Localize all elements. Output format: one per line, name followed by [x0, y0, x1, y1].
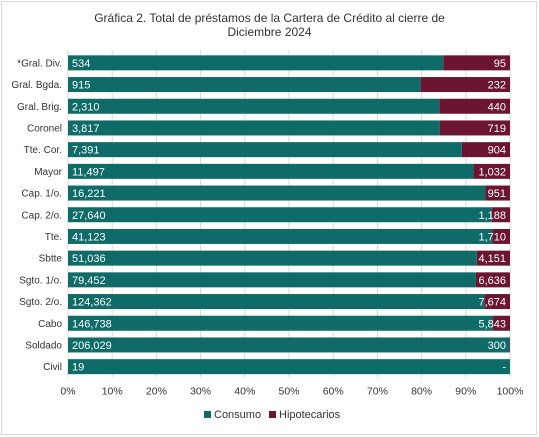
data-label-hipotecarios: 95: [494, 58, 506, 70]
data-label-hipotecarios: 440: [488, 101, 506, 113]
bar-hipotecarios: [492, 228, 510, 244]
data-label-hipotecarios: 1,188: [478, 210, 506, 222]
x-tick-label: 50%: [278, 386, 299, 398]
data-label-consumo: 19: [72, 362, 84, 374]
category-label: Sgto. 1/o.: [19, 275, 62, 286]
category-label: Gral. Bgda.: [11, 80, 62, 91]
bar-hipotecarios: [493, 315, 510, 331]
category-label: Gral. Brig.: [17, 102, 62, 113]
legend-swatch-hipotecarios: [269, 411, 276, 418]
data-label-consumo: 7,391: [72, 145, 100, 157]
data-label-consumo: 124,362: [72, 297, 112, 309]
bar-hipotecarios: [443, 55, 510, 71]
data-label-consumo: 41,123: [72, 231, 106, 243]
data-label-consumo: 206,029: [72, 340, 112, 352]
data-label-consumo: 534: [72, 58, 90, 70]
bar-hipotecarios: [461, 142, 510, 158]
data-label-hipotecarios: 951: [488, 188, 506, 200]
legend-label-hipotecarios: Hipotecarios: [279, 409, 341, 421]
bar-consumo: [68, 55, 444, 71]
data-label-hipotecarios: 719: [488, 123, 506, 135]
category-label: Cabo: [38, 319, 62, 330]
x-tick-label: 20%: [146, 386, 167, 398]
x-tick-label: 90%: [455, 386, 476, 398]
x-tick-label: 10%: [102, 386, 123, 398]
data-label-consumo: 51,036: [72, 253, 106, 265]
category-label: Soldado: [25, 340, 62, 351]
data-label-hipotecarios: 6,636: [478, 275, 506, 287]
data-label-hipotecarios: 232: [488, 80, 506, 92]
x-tick-label: 30%: [190, 386, 211, 398]
data-label-consumo: 146,738: [72, 318, 112, 330]
category-label: Mayor: [34, 167, 62, 178]
data-label-hipotecarios: -: [502, 362, 506, 374]
bar-hipotecarios: [485, 185, 510, 201]
bar-consumo: [68, 359, 510, 375]
bar-consumo: [68, 294, 485, 310]
category-label: Coronel: [27, 123, 62, 134]
data-label-hipotecarios: 7,674: [478, 297, 506, 309]
x-tick-label: 100%: [497, 386, 524, 398]
bar-consumo: [68, 250, 477, 266]
data-label-hipotecarios: 1,710: [478, 231, 506, 243]
bar-hipotecarios: [484, 294, 510, 310]
bar-hipotecarios: [475, 272, 510, 288]
x-tick-label: 0%: [60, 386, 75, 398]
bar-hipotecarios: [439, 98, 510, 114]
x-tick-label: 70%: [367, 386, 388, 398]
data-label-consumo: 27,640: [72, 210, 106, 222]
bar-consumo: [68, 185, 486, 201]
category-label: *Gral. Div.: [17, 58, 62, 69]
bar-consumo: [68, 142, 462, 158]
data-label-hipotecarios: 300: [488, 340, 506, 352]
x-tick-label: 60%: [323, 386, 344, 398]
data-label-hipotecarios: 5,843: [478, 318, 506, 330]
category-label: Tte. Cor.: [24, 145, 62, 156]
chart-title-line-2: Diciembre 2024: [227, 25, 312, 39]
bar-consumo: [68, 120, 440, 136]
data-label-hipotecarios: 4,151: [478, 253, 506, 265]
x-tick-label: 80%: [411, 386, 432, 398]
bar-consumo: [68, 315, 494, 331]
data-label-hipotecarios: 1,032: [478, 166, 506, 178]
bar-consumo: [68, 77, 421, 93]
bar-consumo: [68, 207, 492, 223]
data-label-consumo: 915: [72, 80, 90, 92]
legend-swatch-consumo: [204, 411, 211, 418]
category-label: Tte.: [45, 232, 62, 243]
chart-title-line-1: Gráfica 2. Total de préstamos de la Cart…: [94, 11, 445, 25]
bar-hipotecarios: [509, 337, 510, 353]
x-tick-label: 40%: [234, 386, 255, 398]
bar-consumo: [68, 272, 476, 288]
bar-hipotecarios: [491, 207, 510, 223]
category-label: Cap. 2/o.: [21, 210, 62, 221]
data-label-consumo: 2,310: [72, 101, 100, 113]
bar-consumo: [68, 98, 440, 114]
bar-consumo: [68, 163, 474, 179]
bar-hipotecarios: [476, 250, 510, 266]
bar-consumo: [68, 337, 510, 353]
category-label: Sgto. 2/o.: [19, 297, 62, 308]
bar-consumo: [68, 228, 493, 244]
data-label-consumo: 16,221: [72, 188, 106, 200]
category-label: Cap. 1/o.: [21, 189, 62, 200]
bar-hipotecarios: [420, 77, 510, 93]
data-label-consumo: 79,452: [72, 275, 106, 287]
category-label: Sbtte: [39, 254, 63, 265]
category-label: Civil: [43, 362, 62, 373]
data-label-consumo: 3,817: [72, 123, 100, 135]
bar-hipotecarios: [439, 120, 510, 136]
data-label-hipotecarios: 904: [488, 145, 506, 157]
bar-hipotecarios: [473, 163, 510, 179]
legend-label-consumo: Consumo: [214, 409, 261, 421]
chart-title: Gráfica 2. Total de préstamos de la Cart…: [0, 11, 539, 39]
data-label-consumo: 11,497: [72, 166, 105, 178]
